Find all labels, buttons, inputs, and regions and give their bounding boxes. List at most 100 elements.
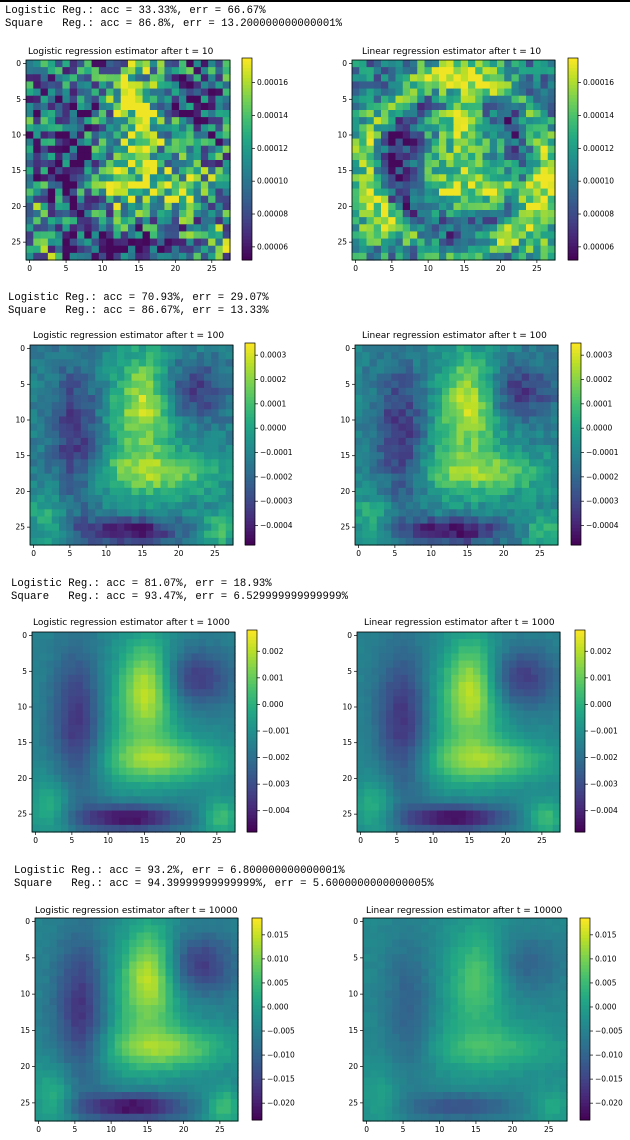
heatmap-cell bbox=[402, 245, 411, 254]
heatmap-cell bbox=[37, 495, 46, 503]
heatmap-cell bbox=[545, 639, 554, 647]
heatmap-cell bbox=[59, 366, 67, 375]
heatmap-cell bbox=[543, 445, 552, 453]
heatmap-cell bbox=[458, 767, 467, 776]
heatmap-cell bbox=[167, 345, 176, 353]
heatmap-cell bbox=[220, 703, 229, 712]
heatmap-cell bbox=[222, 145, 231, 154]
heatmap-cell bbox=[460, 152, 469, 161]
colorbar-segment bbox=[247, 717, 257, 722]
heatmap-cell bbox=[417, 160, 426, 168]
heatmap-cell bbox=[109, 345, 118, 353]
heatmap-cell bbox=[46, 739, 55, 747]
heatmap-cell bbox=[179, 74, 187, 83]
heatmap-cell bbox=[51, 530, 60, 539]
heatmap-cell bbox=[473, 717, 481, 726]
heatmap-cell bbox=[59, 352, 67, 360]
heatmap-cell bbox=[381, 202, 389, 211]
heatmap-cell bbox=[424, 110, 433, 118]
heatmap-cell bbox=[405, 402, 414, 410]
colorbar-segment bbox=[568, 128, 578, 133]
heatmap-cell bbox=[460, 88, 469, 97]
colorbar-segment bbox=[245, 511, 255, 516]
heatmap-cell bbox=[69, 145, 78, 154]
heatmap-cell bbox=[531, 746, 539, 755]
heatmap-cell bbox=[514, 502, 523, 510]
heatmap-cell bbox=[69, 167, 78, 175]
heatmap-cell bbox=[211, 537, 220, 546]
heatmap-cell bbox=[359, 124, 368, 133]
heatmap-cell bbox=[395, 210, 404, 218]
heatmap-cell bbox=[148, 674, 156, 683]
heatmap-cell bbox=[543, 452, 552, 460]
heatmap-cell bbox=[133, 710, 142, 719]
heatmap-cell bbox=[371, 696, 380, 705]
heatmap-cell bbox=[465, 724, 474, 733]
heatmap-cell bbox=[225, 402, 234, 410]
heatmap-cell bbox=[189, 487, 198, 496]
heatmap-cell bbox=[186, 95, 195, 104]
heatmap-cell bbox=[381, 110, 389, 118]
heatmap-cell bbox=[511, 74, 520, 83]
heatmap-cell bbox=[138, 473, 147, 482]
heatmap-cell bbox=[431, 224, 440, 233]
colorbar-segment bbox=[245, 413, 255, 418]
heatmap-cell bbox=[465, 682, 474, 690]
heatmap-cell bbox=[140, 817, 149, 826]
heatmap-cell bbox=[357, 667, 365, 676]
heatmap-cell bbox=[381, 174, 389, 183]
heatmap-cell bbox=[521, 480, 530, 489]
heatmap-cell bbox=[119, 760, 127, 769]
heatmap-cell bbox=[424, 152, 433, 161]
heatmap-cell bbox=[113, 167, 122, 175]
heatmap-cell bbox=[53, 760, 62, 769]
colorbar-segment bbox=[245, 396, 255, 401]
heatmap-cell bbox=[206, 674, 214, 683]
heatmap-cell bbox=[384, 380, 392, 389]
heatmap-cell bbox=[439, 188, 447, 197]
heatmap-cell bbox=[427, 430, 436, 439]
heatmap-cell bbox=[388, 88, 397, 97]
heatmap-cell bbox=[215, 188, 224, 197]
heatmap-cell bbox=[160, 523, 169, 532]
heatmap-cell bbox=[82, 660, 91, 669]
heatmap-cell bbox=[169, 689, 178, 697]
heatmap-cell bbox=[497, 174, 505, 183]
heatmap-cell bbox=[436, 753, 445, 762]
heatmap-cell bbox=[538, 660, 547, 669]
heatmap-cell bbox=[146, 516, 154, 525]
colorbar-segment bbox=[571, 524, 581, 529]
heatmap-cell bbox=[61, 782, 69, 790]
heatmap-cell bbox=[371, 632, 380, 640]
colorbar-segment bbox=[245, 420, 255, 425]
heatmap-cell bbox=[88, 380, 96, 389]
heatmap-cell bbox=[59, 487, 67, 496]
heatmap-cell bbox=[47, 210, 56, 218]
colorbar-segment bbox=[247, 724, 257, 729]
heatmap-cell bbox=[179, 195, 187, 204]
heatmap-cell bbox=[124, 373, 133, 382]
colorbar-segment bbox=[242, 175, 252, 180]
heatmap-cell bbox=[478, 445, 487, 453]
heatmap-cell bbox=[106, 131, 115, 140]
heatmap-cell bbox=[68, 739, 77, 747]
heatmap-cell bbox=[384, 516, 392, 525]
heatmap-cell bbox=[124, 459, 133, 468]
heatmap-cell bbox=[502, 717, 510, 726]
heatmap-cell bbox=[138, 537, 147, 546]
heatmap-cell bbox=[526, 174, 534, 183]
heatmap-cell bbox=[471, 452, 479, 460]
heatmap-cell bbox=[142, 131, 151, 140]
heatmap-cell bbox=[378, 760, 387, 769]
heatmap-cell bbox=[431, 74, 440, 83]
heatmap-cell bbox=[177, 639, 185, 647]
heatmap-cell bbox=[33, 160, 42, 168]
heatmap-cell bbox=[540, 60, 549, 68]
heatmap-cell bbox=[186, 224, 195, 233]
heatmap-cell bbox=[164, 160, 173, 168]
heatmap-cell bbox=[77, 160, 85, 168]
heatmap-cell bbox=[373, 245, 382, 254]
heatmap-cell bbox=[502, 739, 510, 747]
heatmap-cell bbox=[373, 117, 382, 125]
heatmap-cell bbox=[494, 689, 503, 697]
